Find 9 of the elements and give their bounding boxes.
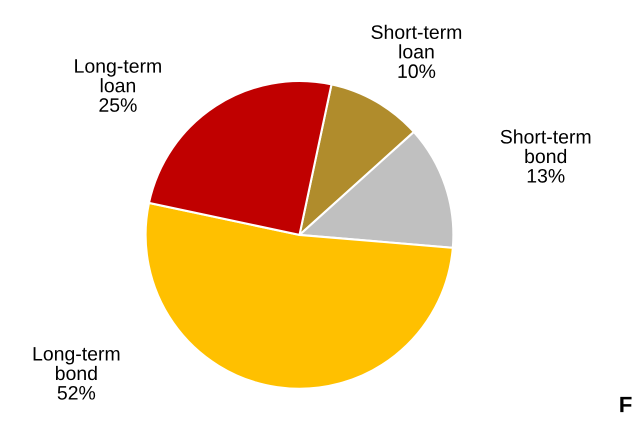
- slice-label: Long-term bond: [34, 347, 120, 380]
- slice-label: Long-term loan: [75, 59, 161, 92]
- slice-label: Short-term loan: [371, 24, 462, 59]
- slice-label: Short-term bond: [500, 129, 590, 164]
- data-label: 10%: [398, 64, 436, 78]
- data-label: 13%: [528, 168, 564, 183]
- text: F: [620, 396, 632, 412]
- data-label: 25%: [99, 98, 137, 112]
- data-label: 52%: [58, 386, 96, 400]
